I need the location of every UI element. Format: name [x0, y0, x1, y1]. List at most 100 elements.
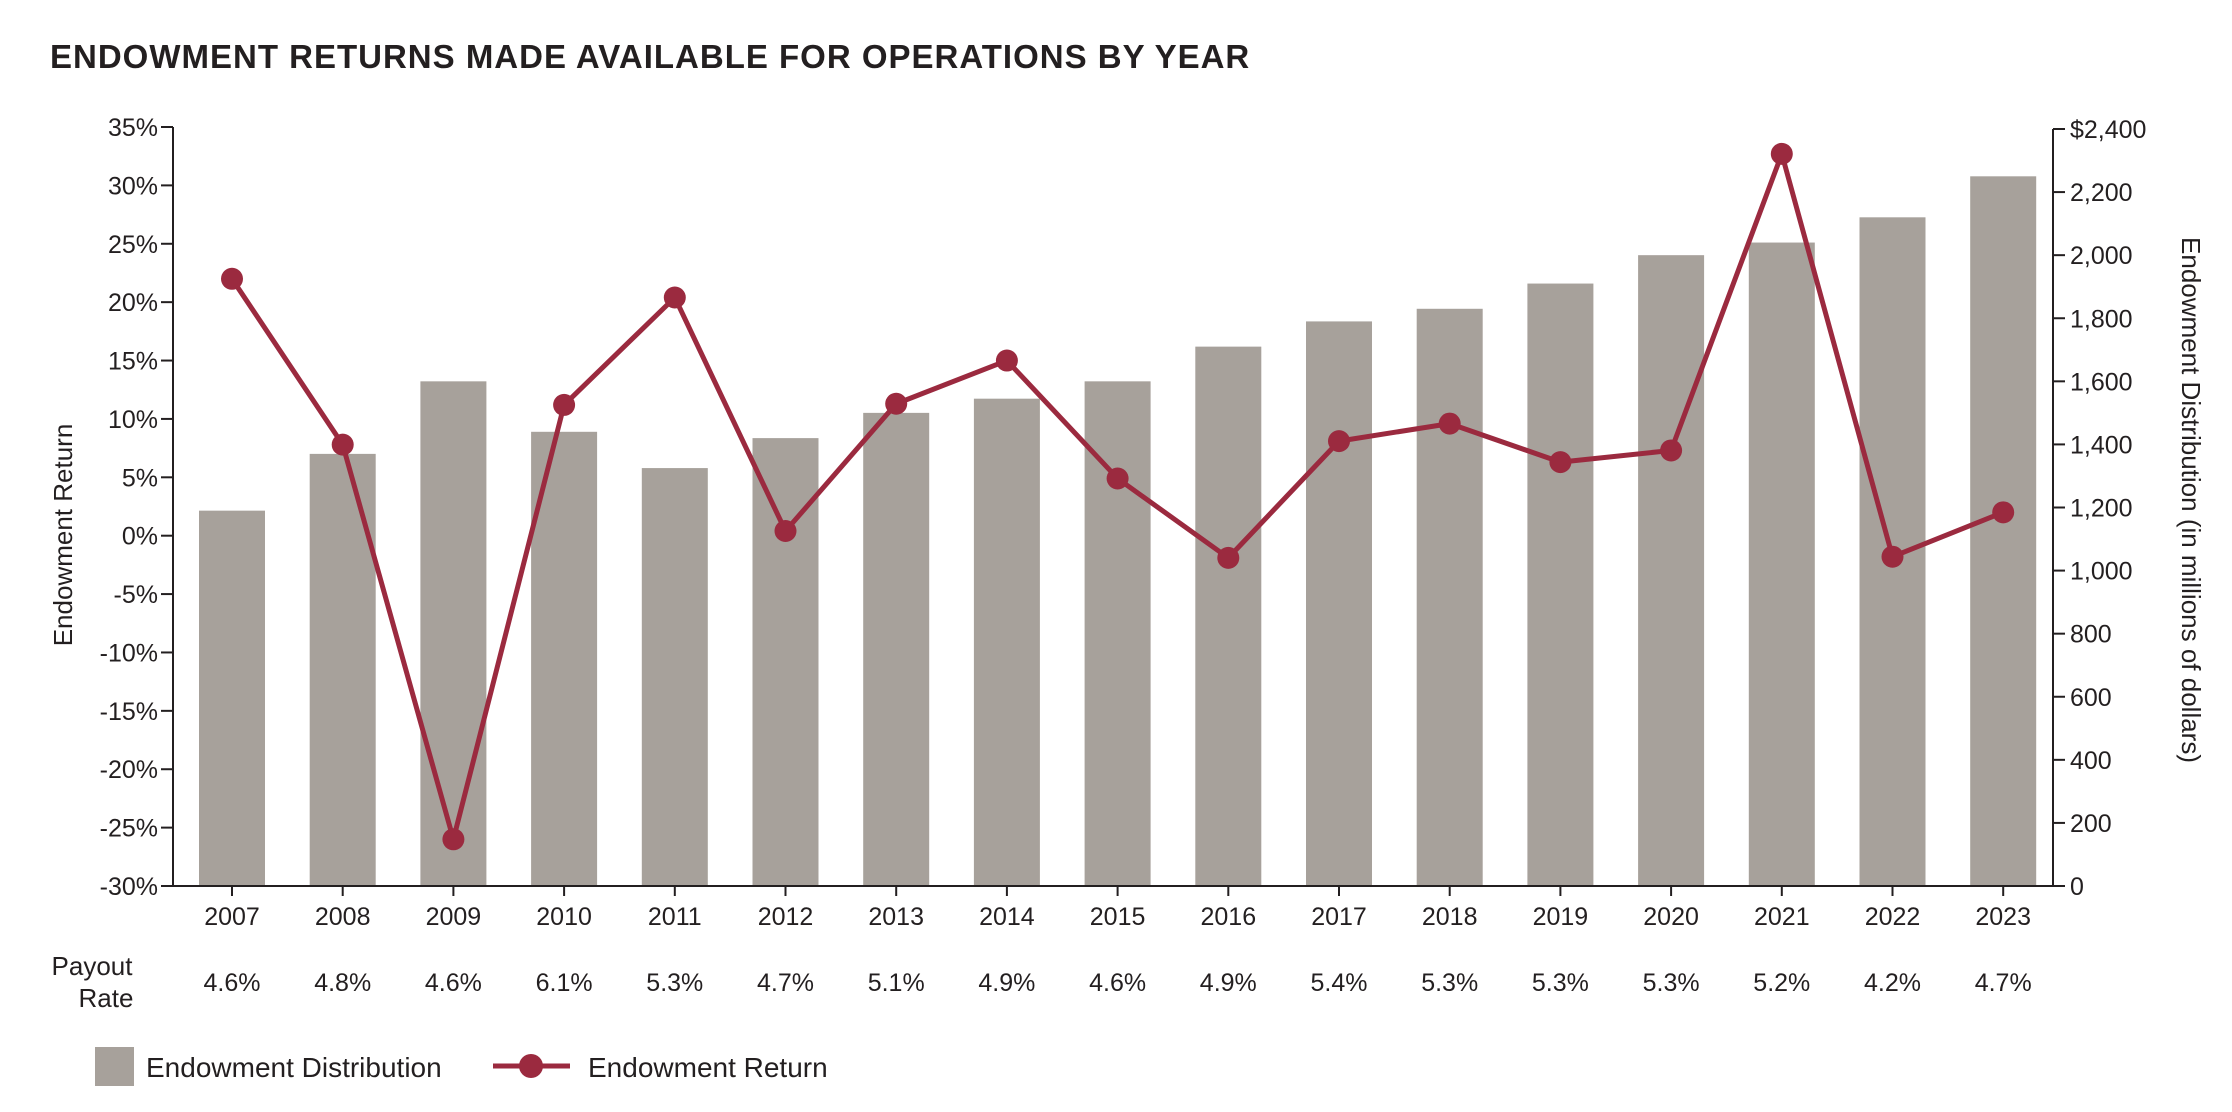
legend-layer: Endowment Distribution Endowment Return [95, 1047, 828, 1086]
x-tick-label-2008: 2008 [315, 903, 371, 931]
x-tick-label-2022: 2022 [1865, 903, 1921, 931]
left-tick-label: 30% [108, 172, 158, 200]
x-tick-label-2014: 2014 [979, 903, 1035, 931]
bar-2020 [1638, 255, 1705, 886]
right-tick-label: 0 [2070, 873, 2084, 901]
line-layer [221, 142, 2015, 851]
payout-rate-2010: 6.1% [536, 969, 593, 997]
right-tick-label: 800 [2070, 621, 2112, 649]
return-point-2023 [1992, 501, 2015, 524]
payout-rate-label-line2: Rate [79, 983, 134, 1013]
left-tick-label: -20% [100, 756, 158, 784]
left-tick-label: 15% [108, 348, 158, 376]
bars-layer [199, 176, 2037, 887]
right-tick-label: 600 [2070, 684, 2112, 712]
return-point-2014 [995, 349, 1018, 372]
x-tick-label-2019: 2019 [1533, 903, 1589, 931]
right-tick-label: 1,600 [2070, 368, 2133, 396]
right-tick-label: 200 [2070, 810, 2112, 838]
payout-rate-2022: 4.2% [1864, 969, 1921, 997]
bar-2018 [1416, 308, 1483, 887]
axes-layer: 35% 30% 25% 20% 15% 10% 5% 0% -5% -10% -15% -20% -25… [100, 114, 2147, 901]
payout-rate-2014: 4.9% [978, 969, 1035, 997]
return-point-2016 [1217, 546, 1240, 569]
right-tick-label: $2,400 [2070, 116, 2146, 144]
return-point-2012 [774, 520, 797, 543]
left-tick-label: 35% [108, 114, 158, 142]
x-tick-label-2010: 2010 [536, 903, 592, 931]
payout-rate-2017: 5.4% [1311, 969, 1368, 997]
bar-2015 [1084, 381, 1151, 886]
x-tick-label-2020: 2020 [1643, 903, 1699, 931]
right-tick-label: 2,000 [2070, 242, 2133, 270]
payout-rate-2009: 4.6% [425, 969, 482, 997]
payout-rate-2023: 4.7% [1975, 969, 2032, 997]
right-tick-label: 400 [2070, 747, 2112, 775]
bar-2009 [420, 381, 487, 886]
bar-2011 [641, 468, 708, 886]
right-axis-title: Endowment Distribution (in millions of d… [2176, 237, 2206, 763]
right-tick-label: 1,800 [2070, 305, 2133, 333]
bar-2016 [1195, 346, 1262, 886]
payout-rate-2016: 4.9% [1200, 969, 1257, 997]
left-tick-label: 0% [122, 523, 158, 551]
payout-rate-2007: 4.6% [204, 969, 261, 997]
bar-2010 [531, 431, 598, 886]
left-tick-label: -5% [114, 581, 158, 609]
bar-2014 [973, 398, 1040, 886]
left-tick-label: 10% [108, 406, 158, 434]
return-point-2013 [885, 392, 908, 415]
return-point-2010 [553, 393, 576, 416]
return-point-2011 [663, 286, 686, 309]
return-point-2015 [1106, 467, 1129, 490]
x-tick-label-2013: 2013 [868, 903, 924, 931]
x-tick-label-2015: 2015 [1090, 903, 1146, 931]
payout-rate-label-line1: Payout [52, 951, 134, 981]
x-tick-label-2011: 2011 [648, 903, 702, 931]
legend-bar-swatch [95, 1047, 134, 1086]
legend-label-distribution: Endowment Distribution [146, 1052, 442, 1083]
left-tick-label: -10% [100, 639, 158, 667]
x-tick-label-2023: 2023 [1975, 903, 2031, 931]
bar-2007 [199, 510, 265, 886]
payout-rate-2021: 5.2% [1753, 969, 1810, 997]
return-point-2019 [1549, 451, 1572, 474]
x-tick-label-2021: 2021 [1754, 903, 1810, 931]
bar-2012 [752, 438, 819, 886]
left-tick-label: -30% [100, 873, 158, 901]
payout-rate-2015: 4.6% [1089, 969, 1146, 997]
return-point-2020 [1660, 439, 1683, 462]
return-point-2017 [1328, 430, 1350, 453]
payout-rate-2020: 5.3% [1643, 969, 1700, 997]
x-tick-label-2012: 2012 [758, 903, 814, 931]
return-point-2007 [221, 267, 243, 290]
x-tick-label-2018: 2018 [1422, 903, 1478, 931]
bar-2021 [1748, 242, 1815, 887]
labels-layer: 2007 2008 2009 2010 2011 2012 2013 2014 2015 2016… [48, 237, 2206, 1013]
x-tick-label-2016: 2016 [1200, 903, 1256, 931]
x-tick-label-2017: 2017 [1311, 903, 1367, 931]
chart-title: ENDOWMENT RETURNS MADE AVAILABLE FOR OPE… [50, 38, 1251, 75]
right-tick-label: 1,400 [2070, 431, 2133, 459]
payout-rate-2018: 5.3% [1421, 969, 1478, 997]
left-tick-label: -25% [100, 815, 158, 843]
right-tick-label: 2,200 [2070, 179, 2133, 207]
bar-2013 [863, 412, 930, 886]
left-axis-title: Endowment Return [48, 424, 78, 647]
left-tick-label: 5% [122, 464, 158, 492]
legend-line-marker [519, 1054, 543, 1078]
left-tick-label: 20% [108, 289, 158, 317]
right-tick-label: 1,000 [2070, 558, 2133, 586]
bar-2023 [1970, 176, 2037, 886]
payout-rate-2008: 4.8% [314, 969, 371, 997]
x-tick-label-2007: 2007 [204, 903, 260, 931]
right-tick-label: 1,200 [2070, 495, 2133, 523]
return-point-2021 [1770, 142, 1793, 165]
payout-rate-2013: 5.1% [868, 969, 925, 997]
payout-rate-2012: 4.7% [757, 969, 814, 997]
return-point-2022 [1881, 545, 1904, 568]
left-tick-label: 25% [108, 231, 158, 259]
bar-2017 [1306, 321, 1372, 886]
left-tick-label: -15% [100, 698, 158, 726]
